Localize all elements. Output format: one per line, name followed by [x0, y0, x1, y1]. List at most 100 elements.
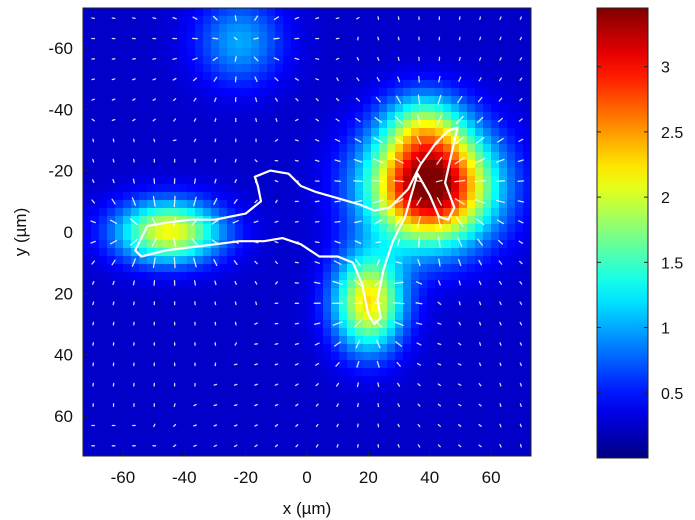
heatmap-cell [363, 296, 372, 305]
heatmap-cell [403, 296, 412, 305]
heatmap-cell [387, 424, 396, 433]
heatmap-cell [403, 216, 412, 225]
heatmap-cell [203, 48, 212, 57]
heatmap-cell [427, 328, 436, 337]
heatmap-cell [451, 96, 460, 105]
heatmap-cell [235, 104, 244, 113]
heatmap-cell [395, 232, 404, 241]
heatmap-cell [451, 24, 460, 33]
heatmap-cell [203, 144, 212, 153]
heatmap-cell [475, 200, 484, 209]
heatmap-cell [187, 40, 196, 49]
heatmap-cell [283, 32, 292, 41]
heatmap-cell [147, 304, 156, 313]
y-tick-label: 40 [54, 346, 73, 365]
heatmap-cell [467, 24, 476, 33]
vector-arrow [214, 158, 217, 163]
heatmap-cell [99, 272, 108, 281]
heatmap-cell [419, 216, 428, 225]
heatmap-cell [307, 72, 316, 81]
heatmap-cell [267, 272, 276, 281]
heatmap-cell [275, 432, 284, 441]
heatmap-cell [163, 384, 172, 393]
heatmap-cell [339, 296, 348, 305]
heatmap-cell [331, 32, 340, 41]
heatmap-cell [147, 120, 156, 129]
heatmap-cell [379, 400, 388, 409]
heatmap-cell [427, 232, 436, 241]
heatmap-cell [435, 248, 444, 257]
heatmap-cell [395, 112, 404, 121]
heatmap-cell [331, 304, 340, 313]
heatmap-cell [419, 400, 428, 409]
heatmap-cell [243, 216, 252, 225]
vector-arrow [295, 444, 299, 448]
heatmap-cell [411, 368, 420, 377]
heatmap-cell [363, 8, 372, 17]
heatmap-cell [347, 304, 356, 313]
heatmap-cell [267, 88, 276, 97]
heatmap-cell [187, 104, 196, 113]
heatmap-cell [515, 80, 524, 89]
heatmap-cell [315, 8, 324, 17]
heatmap-cell [507, 272, 516, 281]
heatmap-cell [395, 48, 404, 57]
heatmap-cell [307, 16, 316, 25]
heatmap-cell [163, 160, 172, 169]
heatmap-cell [203, 400, 212, 409]
heatmap-cell [131, 408, 140, 417]
heatmap-cell [499, 352, 508, 361]
heatmap-cell [91, 320, 100, 329]
heatmap-cell [299, 440, 308, 449]
heatmap-cell [227, 256, 236, 265]
heatmap-cell [411, 192, 420, 201]
vector-arrow [255, 117, 258, 123]
heatmap-cell [435, 32, 444, 41]
heatmap-cell [419, 152, 428, 161]
heatmap-cell [435, 80, 444, 89]
heatmap-cell [259, 376, 268, 385]
heatmap-cell [131, 376, 140, 385]
heatmap-cell [259, 256, 268, 265]
heatmap-cell [259, 112, 268, 121]
heatmap-cell [507, 296, 516, 305]
vector-arrow [191, 238, 199, 247]
heatmap-cell [379, 304, 388, 313]
heatmap-cell [211, 408, 220, 417]
heatmap-cell [507, 360, 516, 369]
heatmap-cell [395, 432, 404, 441]
heatmap-cell [347, 104, 356, 113]
heatmap-cell [467, 72, 476, 81]
heatmap-cell [307, 136, 316, 145]
heatmap-cell [267, 248, 276, 257]
heatmap-cell [123, 144, 132, 153]
heatmap-cell [147, 176, 156, 185]
heatmap-cell [243, 352, 252, 361]
heatmap-cell [163, 80, 172, 89]
heatmap-cell [435, 184, 444, 193]
heatmap-cell [99, 56, 108, 65]
heatmap-cell [379, 368, 388, 377]
heatmap-cell [411, 272, 420, 281]
heatmap-cell [131, 88, 140, 97]
heatmap-cell [499, 160, 508, 169]
heatmap-cell [371, 432, 380, 441]
heatmap-cell [227, 272, 236, 281]
heatmap-cell [139, 448, 148, 456]
heatmap-cell [259, 144, 268, 153]
heatmap-cell [371, 336, 380, 345]
vector-arrow [173, 237, 177, 248]
heatmap-cell [475, 408, 484, 417]
heatmap-cell [283, 56, 292, 65]
heatmap-cell [187, 240, 196, 249]
heatmap-cell [147, 432, 156, 441]
heatmap-cell [379, 112, 388, 121]
heatmap-cell [115, 120, 124, 129]
heatmap-cell [403, 160, 412, 169]
heatmap-cell [475, 384, 484, 393]
heatmap-cell [139, 440, 148, 449]
heatmap-cell [187, 256, 196, 265]
heatmap-cell [331, 112, 340, 121]
heatmap-cell [459, 440, 468, 449]
heatmap-cell [507, 320, 516, 329]
